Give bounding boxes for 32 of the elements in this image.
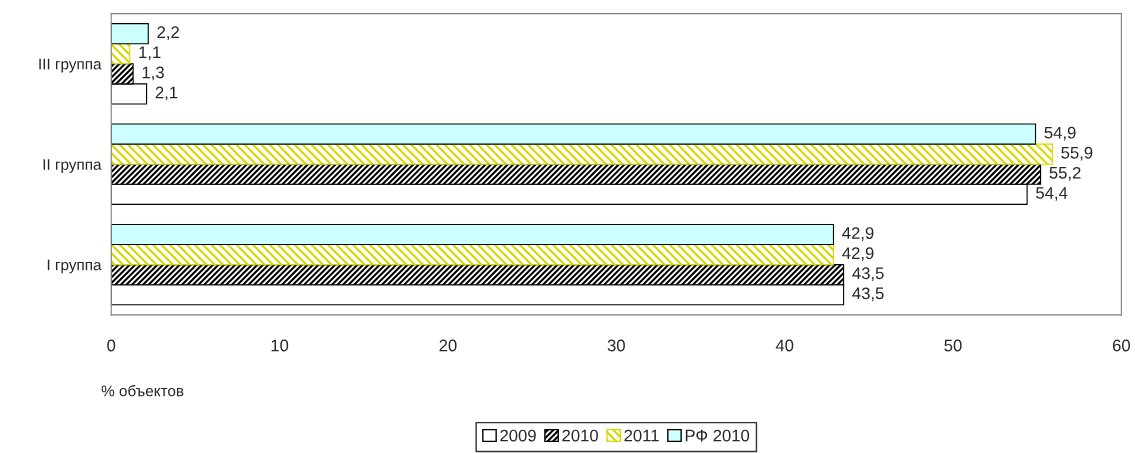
x-tick-label: 20: [439, 339, 457, 352]
x-tick-label: 30: [607, 339, 625, 352]
x-tick-label: 50: [944, 339, 962, 352]
data-label: 1,1: [139, 46, 161, 61]
legend-label: 2011: [624, 429, 659, 442]
x-tick-label: 0: [107, 339, 116, 352]
y-tick-label: III группа: [39, 58, 102, 73]
y-tick-label: I группа: [47, 259, 102, 274]
data-label: 55,9: [1061, 146, 1093, 161]
data-label: 43,5: [852, 267, 884, 282]
x-tick-label: 60: [1112, 339, 1130, 352]
bar: [111, 23, 149, 45]
data-label: 42,9: [842, 247, 874, 262]
legend-label: 2009: [500, 429, 536, 442]
x-tick-label: 40: [775, 339, 794, 352]
data-label: 2,1: [155, 86, 178, 101]
legend-label: РФ 2010: [685, 429, 750, 442]
data-label: 54,4: [1036, 187, 1068, 201]
legend-label: 2010: [562, 429, 598, 442]
data-label: 54,9: [1044, 126, 1076, 141]
data-label: 43,5: [852, 287, 884, 302]
data-label: 55,2: [1049, 166, 1081, 181]
bar: [111, 243, 835, 266]
data-label: 42,9: [842, 227, 874, 241]
y-tick-label: II группа: [43, 159, 102, 173]
data-label: 2,2: [157, 26, 179, 41]
bar: [111, 143, 1053, 165]
x-tick-label: 10: [271, 339, 289, 352]
bar: [111, 223, 835, 246]
bar: [111, 123, 1037, 145]
data-label: 1,3: [142, 66, 164, 81]
x-axis-title: % объектов: [101, 384, 184, 397]
